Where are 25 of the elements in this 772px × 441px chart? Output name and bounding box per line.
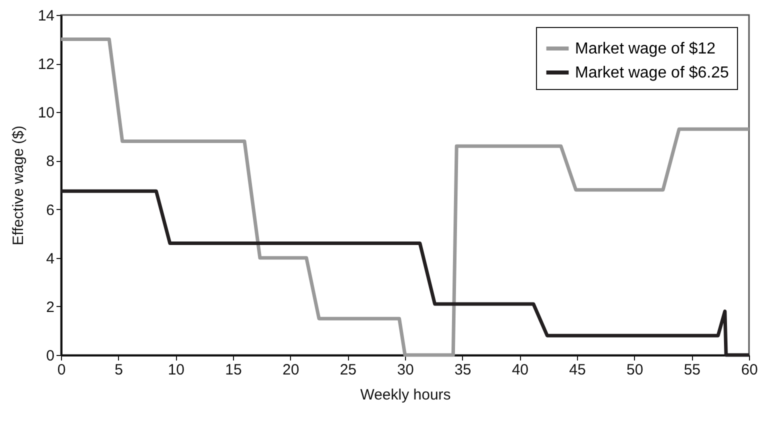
- x-tick-label: 45: [569, 362, 586, 378]
- x-tick-label: 0: [57, 362, 66, 378]
- y-tick-label: 4: [46, 250, 54, 268]
- x-tick-label: 25: [340, 362, 357, 378]
- y-tick-label: 6: [46, 202, 54, 219]
- legend-label: Market wage of $12: [575, 40, 716, 58]
- x-tick-label: 15: [225, 362, 242, 378]
- x-tick-label: 5: [114, 362, 124, 378]
- x-tick-label: 60: [741, 362, 758, 378]
- x-tick-label: 10: [168, 362, 185, 378]
- y-tick-label: 14: [38, 8, 54, 24]
- x-tick-label: 55: [684, 362, 701, 378]
- x-tick-label: 30: [397, 362, 414, 378]
- y-tick-label: 10: [38, 104, 54, 122]
- x-tick-label: 20: [282, 362, 300, 378]
- x-axis-title: Weekly hours: [360, 386, 451, 404]
- y-tick-label: 12: [38, 56, 54, 74]
- x-tick-label: 35: [454, 362, 472, 378]
- legend-label: Market wage of $6.25: [575, 64, 729, 82]
- y-tick-label: 0: [46, 348, 54, 364]
- x-tick-label: 40: [512, 362, 529, 378]
- y-tick-label: 8: [46, 153, 54, 170]
- x-tick-label: 50: [626, 362, 644, 378]
- y-axis-title: Effective wage ($): [10, 126, 27, 246]
- y-tick-label: 2: [46, 298, 54, 316]
